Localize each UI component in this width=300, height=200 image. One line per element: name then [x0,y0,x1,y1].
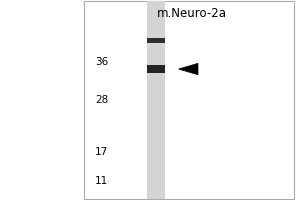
Text: 28: 28 [95,95,108,105]
Bar [147,1,165,199]
Text: 36: 36 [95,57,108,67]
Bar [147,38,165,43]
Text: m.Neuro-2a: m.Neuro-2a [157,7,227,20]
Bar [147,65,165,73]
Text: 17: 17 [95,147,108,157]
Bar [84,1,294,199]
Text: 11: 11 [95,176,108,186]
Polygon shape [178,63,198,75]
